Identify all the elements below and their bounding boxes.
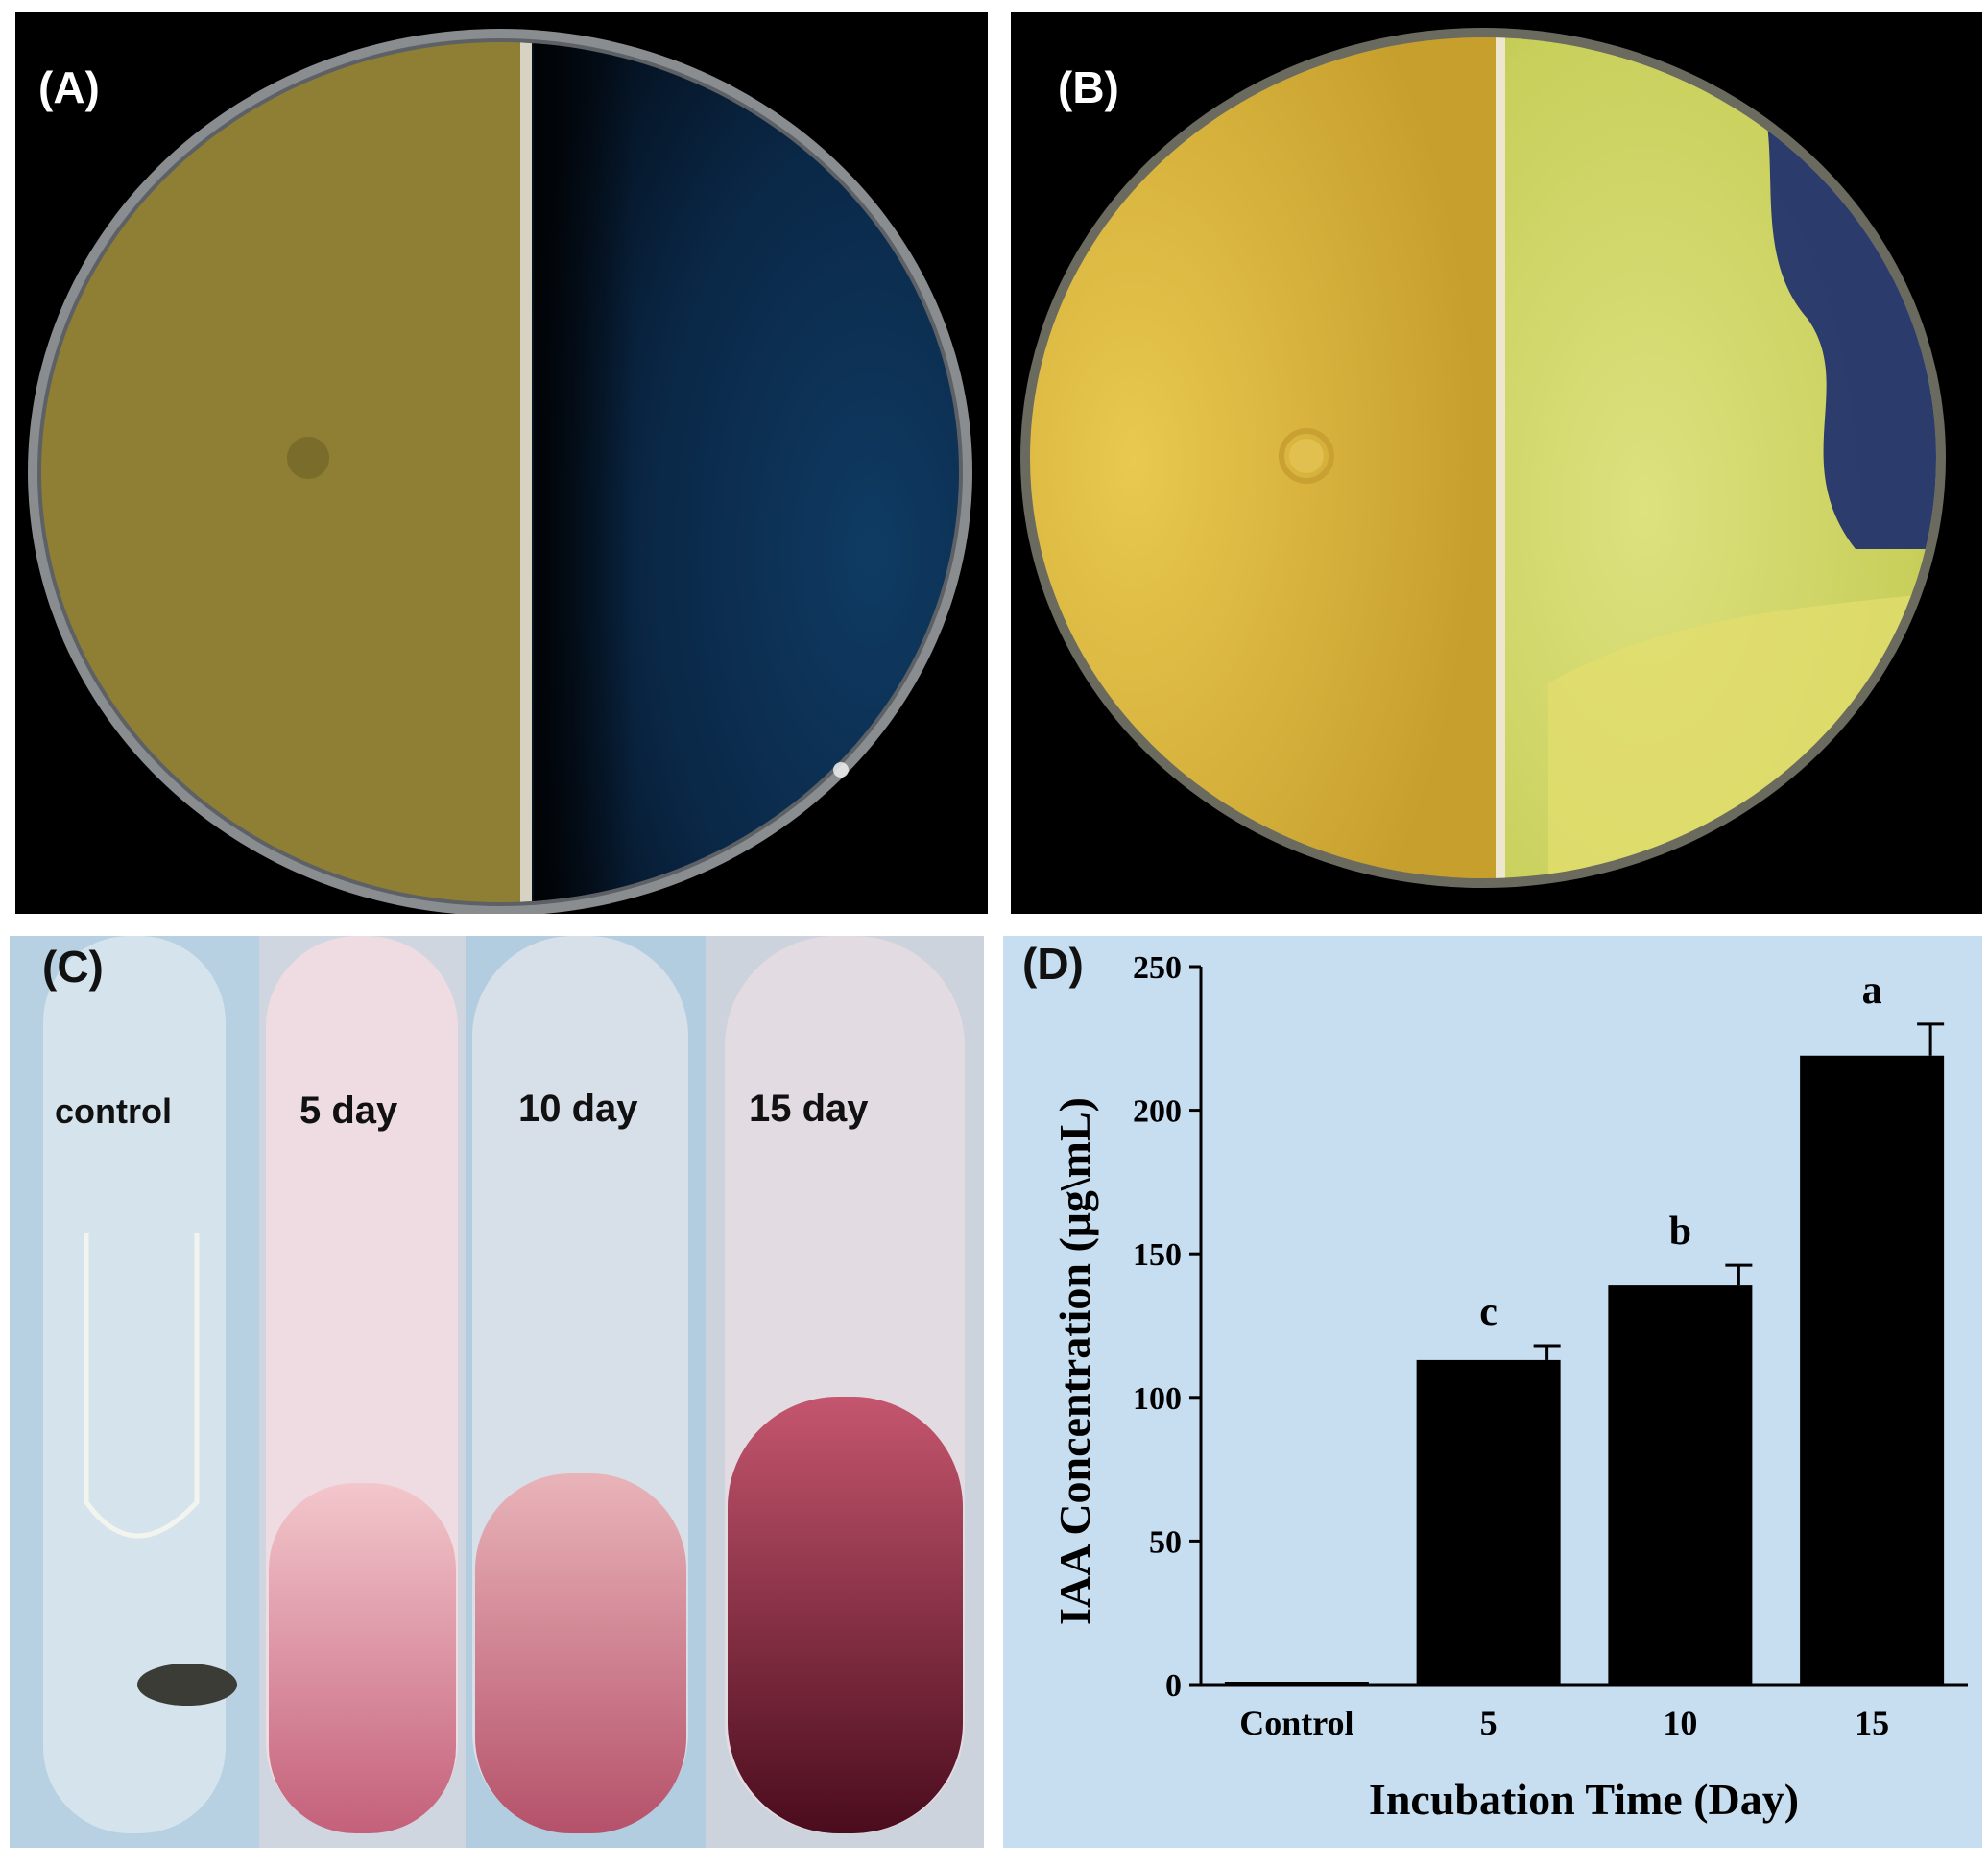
iaa-bar-chart: 0 50 100 150 200 250 Control 5 10 15 c b a IAA Con… — [1050, 950, 1968, 1824]
y-axis-label: IAA Concentration (μg\mL) — [1050, 1097, 1099, 1625]
x-axis-label: Incubation Time (Day) — [1369, 1775, 1799, 1824]
tube-label-10-day: 10 day — [518, 1088, 638, 1130]
bar — [1800, 1055, 1945, 1685]
x-tick-label: 15 — [1855, 1704, 1889, 1742]
bar — [1608, 1285, 1753, 1685]
y-tick-label: 0 — [1165, 1668, 1182, 1704]
bars: c b a — [1224, 969, 1945, 1685]
significance-letter: c — [1479, 1290, 1497, 1334]
y-tick-label: 150 — [1133, 1237, 1182, 1273]
panel-a-label: (A) — [38, 62, 100, 112]
panel-b-label: (B) — [1058, 62, 1119, 112]
tube-label-15-day: 15 day — [749, 1088, 869, 1130]
x-tick-label: 5 — [1480, 1704, 1497, 1742]
x-tick-label: Control — [1239, 1704, 1353, 1742]
significance-letter: a — [1862, 969, 1882, 1013]
panel-a-petri-dish-photo: (A) — [15, 12, 988, 914]
bar — [1416, 1359, 1561, 1685]
y-axis: 0 50 100 150 200 250 — [1133, 950, 1203, 1704]
petri-dish-b-image — [1020, 28, 1946, 888]
tube-label-5-day: 5 day — [299, 1089, 398, 1132]
panel-d-bar-chart: 0 50 100 150 200 250 Control 5 10 15 c b a IAA Con… — [1003, 936, 1982, 1848]
y-tick-label: 250 — [1133, 950, 1182, 986]
x-tick-label: 10 — [1663, 1704, 1697, 1742]
y-tick-label: 100 — [1133, 1381, 1182, 1417]
petri-dish-a-image — [28, 29, 972, 914]
significance-letter: b — [1669, 1209, 1691, 1254]
tube-label-control: control — [55, 1091, 172, 1131]
panel-c-label: (C) — [42, 942, 104, 992]
panel-d-label: (D) — [1022, 939, 1084, 989]
panel-c-test-tubes-photo: (C) control 5 day 10 day 15 day — [10, 936, 984, 1848]
x-axis: Control 5 10 15 — [1201, 1683, 1968, 1742]
panel-b-petri-dish-photo: (B) — [1011, 12, 1982, 914]
y-tick-label: 200 — [1133, 1094, 1182, 1130]
y-tick-label: 50 — [1149, 1524, 1182, 1560]
test-tubes-image — [10, 936, 984, 1848]
bar — [1224, 1682, 1369, 1685]
